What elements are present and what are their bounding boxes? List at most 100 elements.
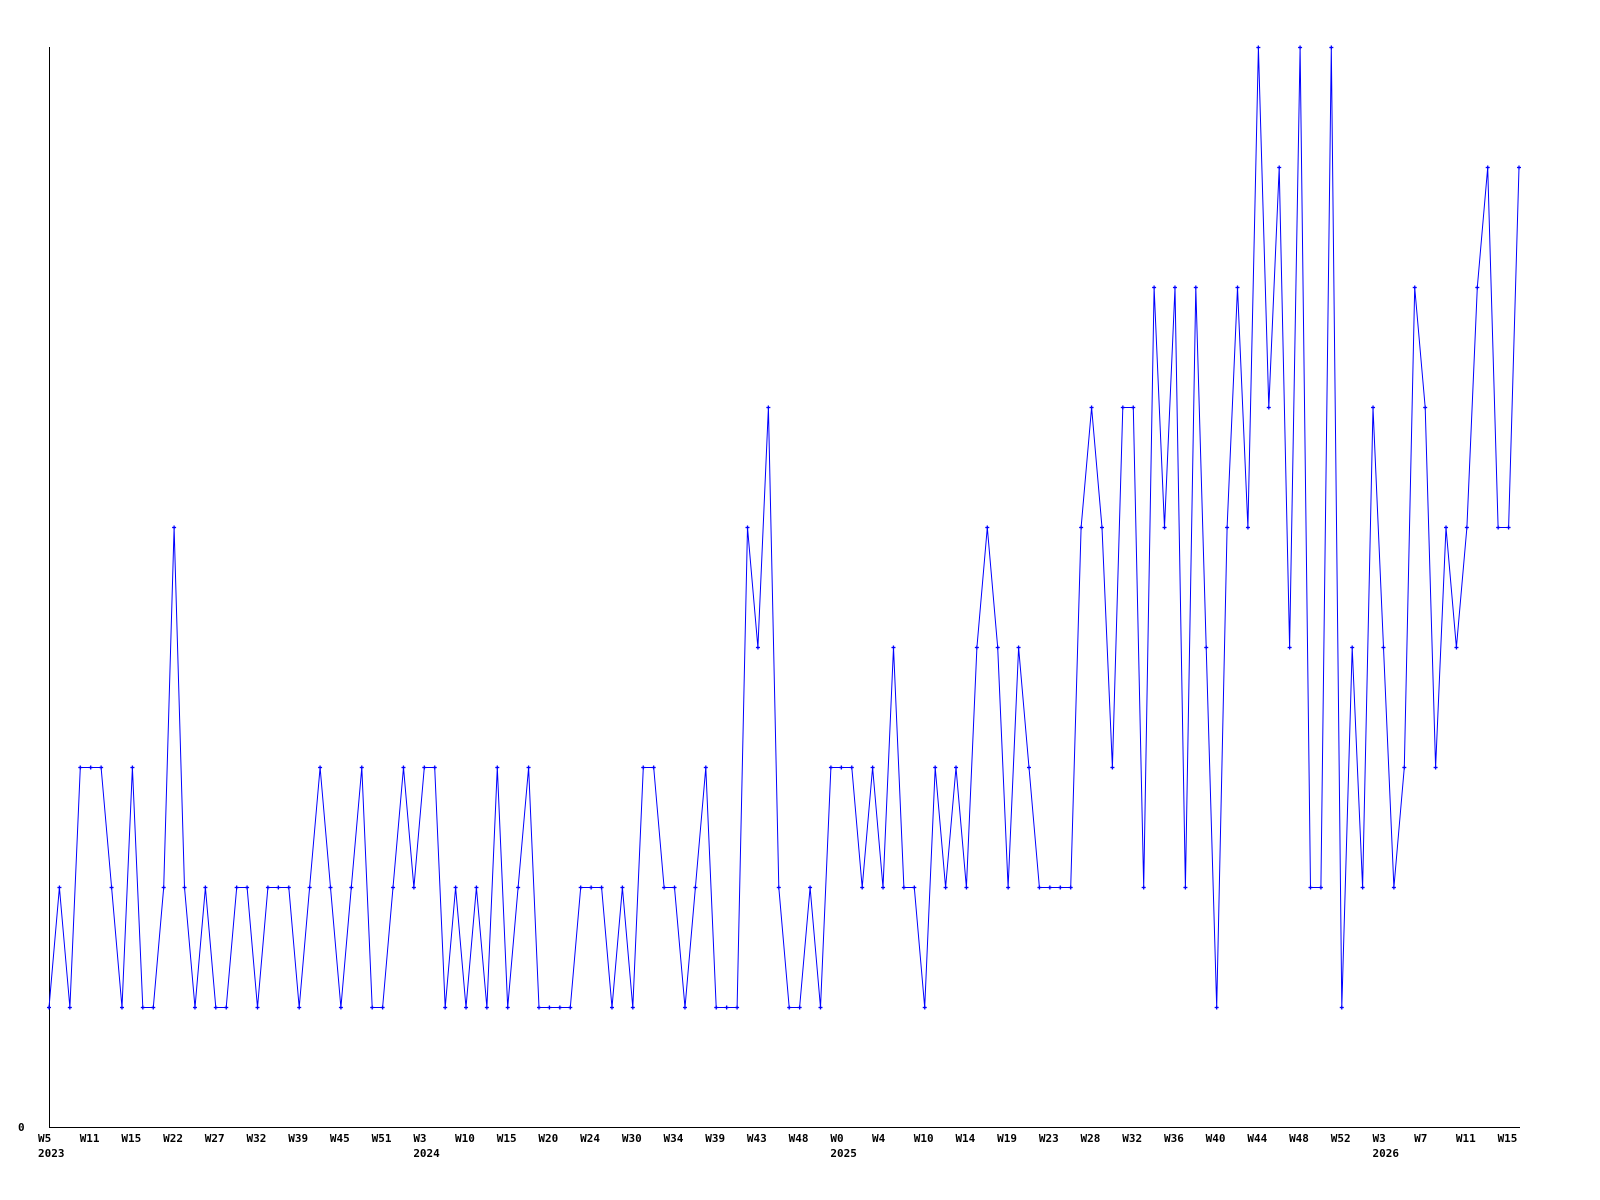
data-point <box>161 885 166 890</box>
data-point <box>1256 45 1261 50</box>
data-point <box>745 525 750 530</box>
data-point <box>870 765 875 770</box>
data-point <box>526 765 531 770</box>
data-point <box>630 1005 635 1010</box>
data-point <box>682 1005 687 1010</box>
data-point <box>1037 885 1042 890</box>
year-label: 2025 <box>830 1147 857 1160</box>
data-point <box>1298 45 1303 50</box>
data-point <box>620 885 625 890</box>
x-tick-label: W51 <box>372 1132 392 1145</box>
data-point <box>57 885 62 890</box>
data-point <box>1287 645 1292 650</box>
data-point <box>672 885 677 890</box>
data-point <box>693 885 698 890</box>
x-tick-label: W15 <box>497 1132 517 1145</box>
data-point <box>651 765 656 770</box>
data-point <box>505 1005 510 1010</box>
data-point <box>245 885 250 890</box>
data-point <box>1099 525 1104 530</box>
data-point <box>922 1005 927 1010</box>
data-point <box>1204 645 1209 650</box>
data-point <box>735 1005 740 1010</box>
data-point <box>130 765 135 770</box>
x-tick-label: W5 <box>38 1132 51 1145</box>
data-point <box>724 1005 729 1010</box>
data-point <box>901 885 906 890</box>
data-point <box>1225 525 1230 530</box>
x-tick-label: W14 <box>955 1132 975 1145</box>
x-tick-label: W10 <box>914 1132 934 1145</box>
data-point <box>537 1005 541 1010</box>
data-point <box>234 885 239 890</box>
data-point <box>714 1005 719 1010</box>
data-point <box>891 645 896 650</box>
data-point <box>974 645 979 650</box>
x-tick-label: W11 <box>80 1132 100 1145</box>
data-point <box>964 885 969 890</box>
data-point <box>109 885 114 890</box>
data-point <box>47 1005 51 1010</box>
data-point <box>318 765 323 770</box>
data-point <box>286 885 291 890</box>
series-line <box>48 47 1520 1008</box>
data-point <box>203 885 208 890</box>
data-point <box>1464 525 1469 530</box>
data-point <box>1433 765 1438 770</box>
data-point <box>1068 885 1073 890</box>
data-point <box>933 765 938 770</box>
data-point <box>662 885 667 890</box>
data-point <box>443 1005 448 1010</box>
data-point <box>787 1005 792 1010</box>
data-point-markers <box>47 45 1521 1010</box>
x-tick-label: W15 <box>1498 1132 1518 1145</box>
data-point <box>1120 405 1125 410</box>
data-point <box>1475 285 1480 290</box>
x-tick-label: W22 <box>163 1132 183 1145</box>
data-point <box>1183 885 1188 890</box>
data-point <box>828 765 833 770</box>
data-point <box>1277 165 1282 170</box>
x-tick-label: W19 <box>997 1132 1017 1145</box>
data-point <box>1027 765 1031 770</box>
data-point <box>578 885 583 890</box>
data-point <box>432 765 437 770</box>
data-point <box>276 885 281 890</box>
data-point <box>943 885 948 890</box>
data-point <box>67 1005 72 1010</box>
data-point <box>954 765 959 770</box>
data-point <box>1047 885 1052 890</box>
data-point <box>797 1005 802 1010</box>
data-point <box>1141 885 1146 890</box>
data-point <box>995 645 1000 650</box>
data-point <box>1485 165 1490 170</box>
y-tick-labels: 0 <box>18 1121 25 1134</box>
data-point <box>589 885 594 890</box>
data-point <box>1058 885 1063 890</box>
data-point <box>599 885 604 890</box>
data-point <box>401 765 406 770</box>
data-point <box>411 885 416 890</box>
x-tick-label: W3 <box>413 1132 426 1145</box>
data-point <box>641 765 646 770</box>
x-tick-label: W52 <box>1331 1132 1351 1145</box>
data-point <box>1266 405 1271 410</box>
data-point <box>307 885 312 890</box>
x-tick-label: W39 <box>288 1132 308 1145</box>
x-tick-label: W24 <box>580 1132 600 1145</box>
data-point <box>1350 645 1355 650</box>
data-point <box>766 405 771 410</box>
x-tick-label: W45 <box>330 1132 350 1145</box>
data-point <box>1506 525 1511 530</box>
data-point <box>370 1005 375 1010</box>
data-point <box>78 765 83 770</box>
data-point <box>547 1005 552 1010</box>
x-tick-label: W27 <box>205 1132 225 1145</box>
data-point <box>703 765 708 770</box>
x-tick-label: W10 <box>455 1132 475 1145</box>
x-tick-label: W7 <box>1414 1132 1427 1145</box>
data-point <box>495 765 500 770</box>
x-tick-label: W15 <box>121 1132 141 1145</box>
x-tick-label: W23 <box>1039 1132 1059 1145</box>
data-point <box>557 1005 562 1010</box>
